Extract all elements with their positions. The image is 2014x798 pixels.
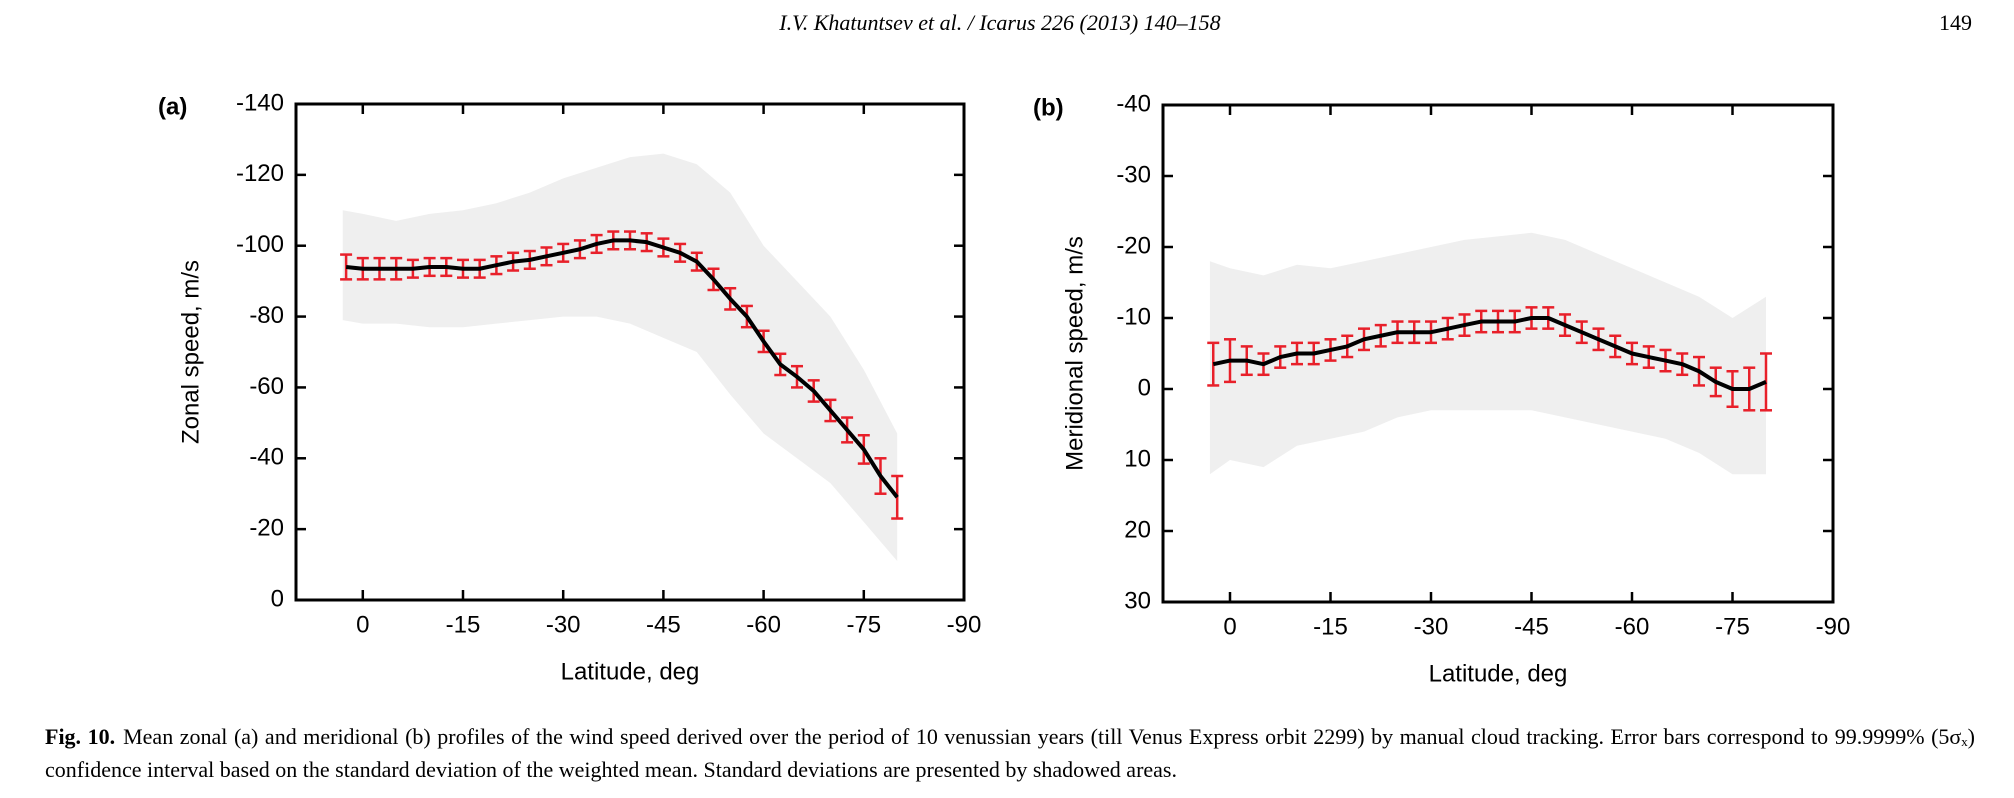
y-tick-label: -20: [249, 514, 284, 541]
y-tick-label: -20: [1116, 232, 1151, 259]
y-tick-label: 30: [1124, 587, 1151, 614]
x-tick-label: 0: [356, 611, 369, 638]
x-tick-label: -60: [746, 611, 781, 638]
x-axis-label: Latitude, deg: [1429, 660, 1568, 687]
page-number: 149: [1939, 10, 1972, 35]
x-tick-label: -15: [1313, 613, 1348, 640]
x-tick-label: -30: [546, 611, 581, 638]
x-axis-label: Latitude, deg: [561, 658, 700, 685]
y-tick-label: 0: [1138, 374, 1151, 401]
y-tick-label: -120: [236, 160, 284, 187]
x-tick-label: -90: [1816, 613, 1851, 640]
x-tick-label: -30: [1414, 613, 1449, 640]
mean-line: [345, 238, 899, 499]
y-tick-label: 10: [1124, 445, 1151, 472]
y-tick-label: 0: [271, 585, 284, 612]
y-tick-label: -60: [249, 373, 284, 400]
plot-frame: [1161, 103, 1835, 604]
y-tick-label: -100: [236, 231, 284, 258]
x-tick-label: -15: [446, 611, 481, 638]
y-tick-label: -10: [1116, 303, 1151, 330]
x-tick-label: -75: [1715, 613, 1750, 640]
mean-line: [1212, 316, 1767, 391]
y-tick-label: -40: [249, 444, 284, 471]
caption-label: Fig. 10.: [45, 724, 116, 749]
y-tick-label: 20: [1124, 516, 1151, 543]
y-axis-label: Meridional speed, m/s: [1061, 236, 1088, 471]
y-tick-label: -40: [1116, 90, 1151, 117]
running-header: I.V. Khatuntsev et al. / Icarus 226 (201…: [778, 10, 1220, 35]
plot-frame: [294, 102, 966, 602]
panel-label: (a): [158, 93, 187, 120]
caption-text: Mean zonal (a) and meridional (b) profil…: [45, 724, 1975, 782]
std-band: [342, 153, 898, 562]
x-tick-label: -60: [1615, 613, 1650, 640]
panel-label: (b): [1033, 94, 1064, 121]
x-tick-label: -75: [846, 611, 881, 638]
x-tick-label: 0: [1223, 613, 1236, 640]
figure: I.V. Khatuntsev et al. / Icarus 226 (201…: [158, 10, 1972, 687]
y-tick-label: -140: [236, 89, 284, 116]
y-tick-label: -30: [1116, 161, 1151, 188]
x-tick-label: -45: [1514, 613, 1549, 640]
y-tick-label: -80: [249, 302, 284, 329]
x-tick-label: -90: [947, 611, 982, 638]
x-tick-label: -45: [646, 611, 681, 638]
figure-caption: Fig. 10. Mean zonal (a) and meridional (b…: [45, 720, 1975, 786]
y-axis-label: Zonal speed, m/s: [177, 260, 204, 444]
std-band: [1209, 232, 1766, 475]
